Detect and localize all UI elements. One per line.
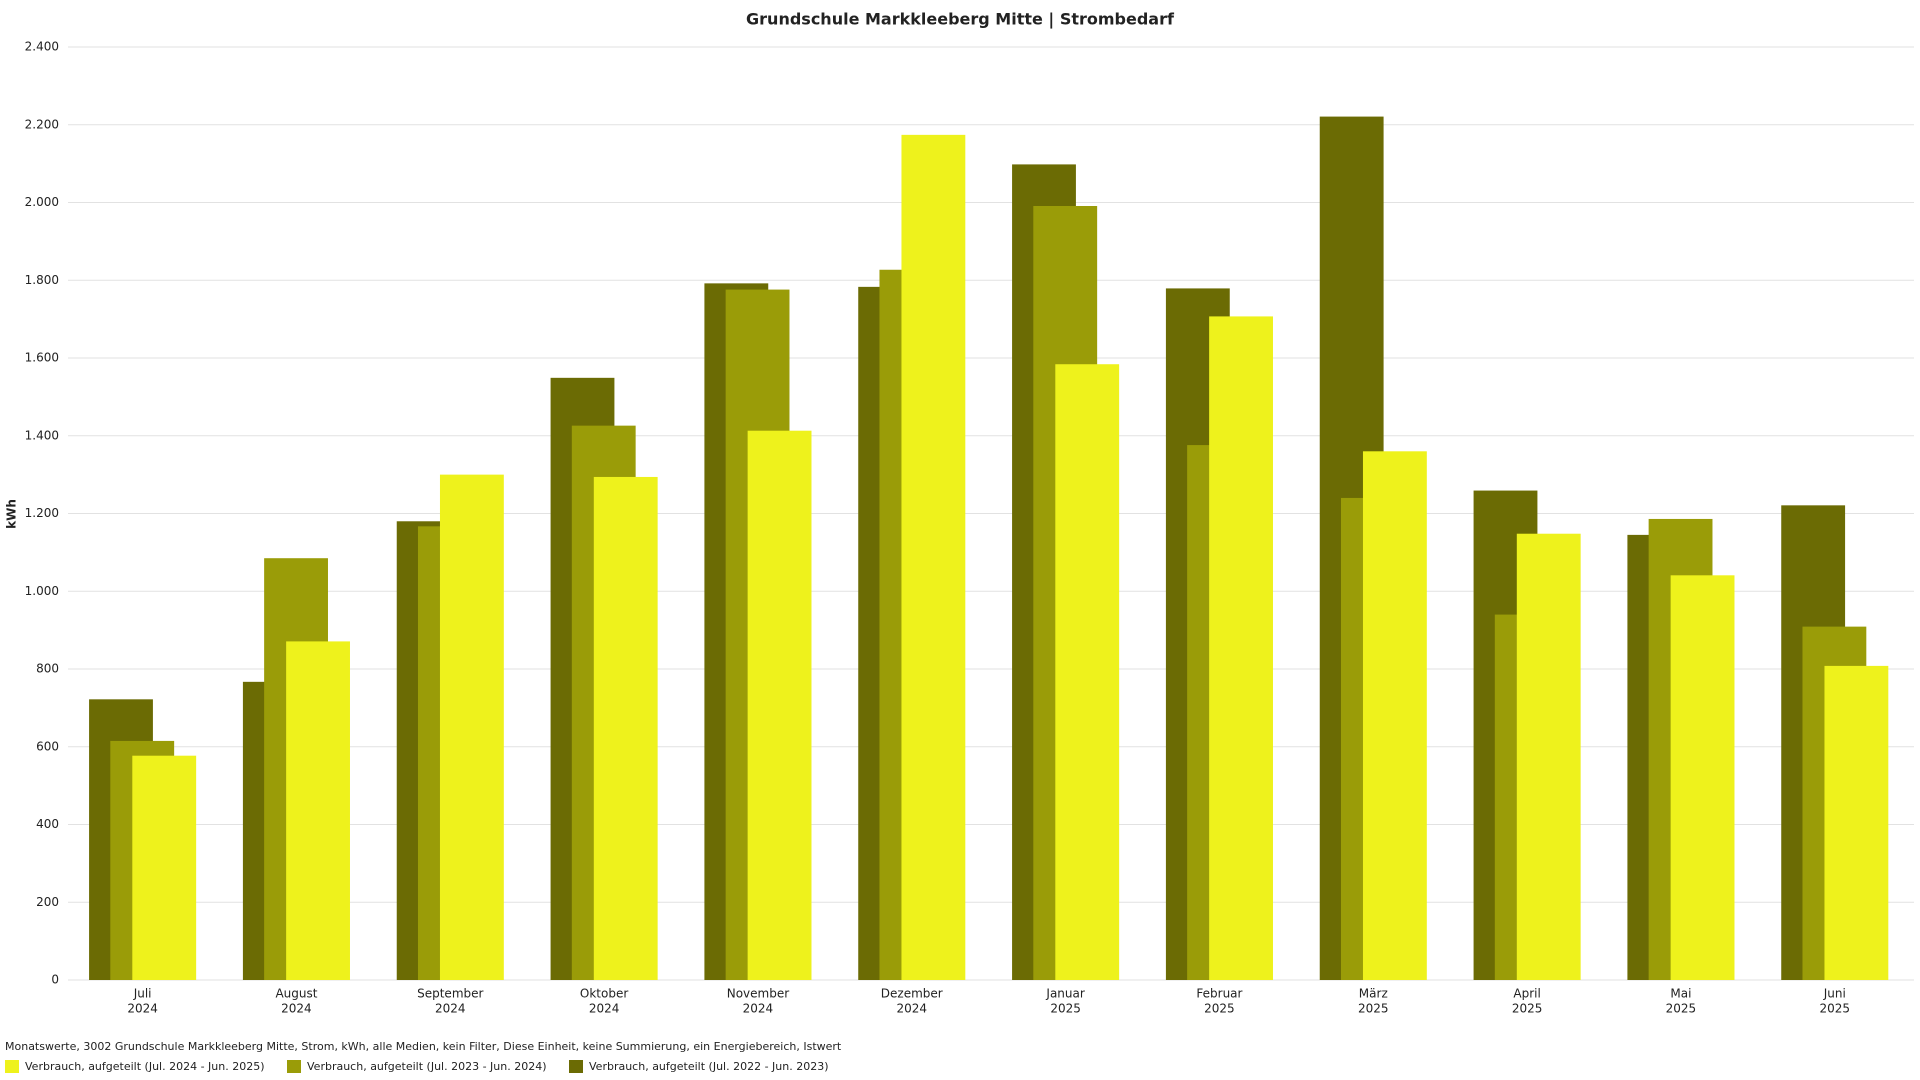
x-tick-label: 2024 (589, 1002, 620, 1016)
y-tick-label: 1.400 (25, 428, 59, 442)
x-tick-label: Januar (1045, 987, 1084, 1001)
bar (1362, 451, 1427, 980)
bar (1209, 316, 1273, 980)
x-tick-label: 2024 (127, 1002, 158, 1016)
chart-title: Grundschule Markkleeberg Mitte | Strombe… (746, 10, 1175, 30)
legend-swatch (287, 1060, 301, 1073)
y-tick-label: 2.400 (25, 40, 59, 54)
x-tick-label: August (275, 987, 317, 1001)
bar (901, 134, 966, 981)
bar (1055, 364, 1120, 981)
bar (593, 476, 658, 980)
y-tick-label: 1.000 (25, 584, 59, 598)
x-tick-label: April (1513, 987, 1540, 1001)
x-tick-label: Februar (1196, 987, 1242, 1001)
bar (1516, 533, 1581, 980)
bar (439, 474, 504, 980)
x-tick-label: September (417, 987, 483, 1001)
y-tick-label: 1.600 (25, 351, 59, 365)
x-tick-label: 2024 (281, 1002, 312, 1016)
y-axis-label: kWh (5, 499, 19, 529)
x-tick-label: 2025 (1820, 1002, 1851, 1016)
x-tick-label: 2024 (743, 1002, 774, 1016)
y-tick-label: 400 (36, 817, 59, 831)
x-tick-label: November (727, 987, 789, 1001)
y-tick-label: 1.800 (25, 273, 59, 287)
x-tick-label: 2025 (1204, 1002, 1235, 1016)
bar (1824, 665, 1889, 980)
x-tick-label: Mai (1670, 987, 1691, 1001)
y-tick-label: 0 (51, 973, 59, 987)
bar (1670, 575, 1735, 980)
x-tick-label: 2024 (435, 1002, 466, 1016)
x-tick-label: Juni (1823, 987, 1846, 1001)
y-tick-label: 2.000 (25, 195, 59, 209)
legend-label: Verbrauch, aufgeteilt (Jul. 2022 - Jun. … (589, 1060, 829, 1073)
x-tick-label: 2024 (897, 1002, 928, 1016)
footnote: Monatswerte, 3002 Grundschule Markkleebe… (5, 1040, 842, 1053)
x-tick-label: 2025 (1512, 1002, 1543, 1016)
legend-swatch (5, 1060, 19, 1073)
x-tick-label: Oktober (580, 987, 628, 1001)
bar (132, 755, 197, 980)
y-tick-label: 2.200 (25, 117, 59, 131)
y-tick-label: 600 (36, 739, 59, 753)
x-tick-label: 2025 (1666, 1002, 1697, 1016)
y-tick-label: 200 (36, 895, 59, 909)
legend-label: Verbrauch, aufgeteilt (Jul. 2024 - Jun. … (25, 1060, 265, 1073)
x-tick-label: Dezember (881, 987, 943, 1001)
x-tick-label: März (1359, 987, 1388, 1001)
x-tick-label: 2025 (1050, 1002, 1081, 1016)
bar (286, 641, 350, 980)
y-tick-label: 1.200 (25, 506, 59, 520)
x-tick-label: Juli (133, 987, 152, 1001)
legend-label: Verbrauch, aufgeteilt (Jul. 2023 - Jun. … (307, 1060, 547, 1073)
x-tick-label: 2025 (1358, 1002, 1389, 1016)
legend-swatch (569, 1060, 583, 1073)
bar (747, 430, 812, 980)
y-tick-label: 800 (36, 662, 59, 676)
